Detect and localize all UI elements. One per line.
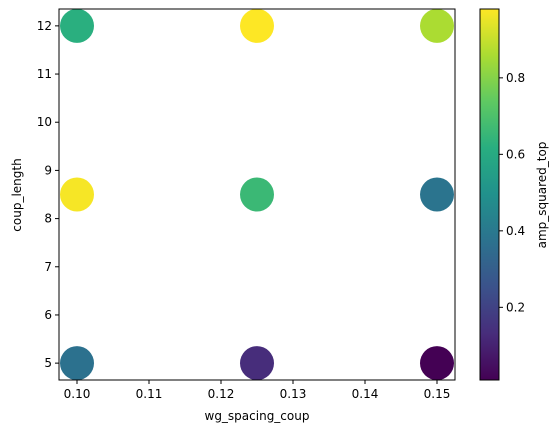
y-tick-label: 9: [44, 163, 52, 177]
colorbar-tick-label: 0.6: [506, 147, 525, 161]
y-tick-label: 11: [37, 67, 52, 81]
scatter-point-1: [60, 177, 94, 212]
y-axis: 5 6 7 8 9 10 11 12: [37, 19, 59, 370]
scatter-point-0: [60, 346, 94, 381]
x-axis: 0.10 0.11 0.12 0.13 0.14 0.15: [64, 380, 451, 401]
scatter-point-3: [240, 346, 274, 381]
y-tick-label: 10: [37, 115, 52, 129]
x-tick-label: 0.14: [352, 387, 379, 401]
colorbar-tick-label: 0.2: [506, 300, 525, 314]
y-tick-label: 5: [44, 356, 52, 370]
x-axis-label: wg_spacing_coup: [205, 409, 310, 423]
y-axis-label: coup_length: [10, 158, 24, 231]
scatter-point-5: [240, 8, 274, 43]
scatter-point-8: [420, 8, 454, 43]
plot-frame: [58, 8, 456, 381]
x-tick-label: 0.11: [136, 387, 163, 401]
y-tick-label: 6: [44, 308, 52, 322]
y-tick-label: 12: [37, 19, 52, 33]
y-tick-label: 7: [44, 260, 52, 274]
scatter-point-6: [420, 346, 454, 381]
x-tick-label: 0.12: [208, 387, 235, 401]
colorbar-label: amp_squared_top: [535, 142, 549, 249]
colorbar-ticks: 0.2 0.4 0.6 0.8: [499, 71, 525, 314]
x-tick-label: 0.13: [280, 387, 307, 401]
scatter-point-4: [240, 177, 274, 212]
colorbar-tick-label: 0.4: [506, 224, 525, 238]
colorbar-tick-label: 0.8: [506, 71, 525, 85]
colorbar: [479, 8, 500, 381]
x-tick-label: 0.15: [424, 387, 451, 401]
x-tick-label: 0.10: [64, 387, 91, 401]
y-tick-label: 8: [44, 212, 52, 226]
scatter-point-7: [420, 177, 454, 212]
points-layer: [60, 8, 454, 381]
scatter-point-2: [60, 8, 94, 43]
